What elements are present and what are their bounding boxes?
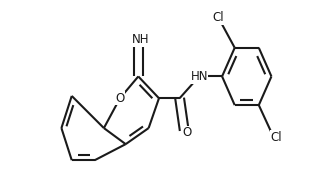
Text: O: O [182, 126, 191, 139]
Text: HN: HN [190, 70, 208, 83]
Text: Cl: Cl [213, 11, 224, 24]
Text: Cl: Cl [270, 131, 282, 144]
Text: NH: NH [132, 33, 149, 46]
Text: O: O [115, 92, 125, 105]
